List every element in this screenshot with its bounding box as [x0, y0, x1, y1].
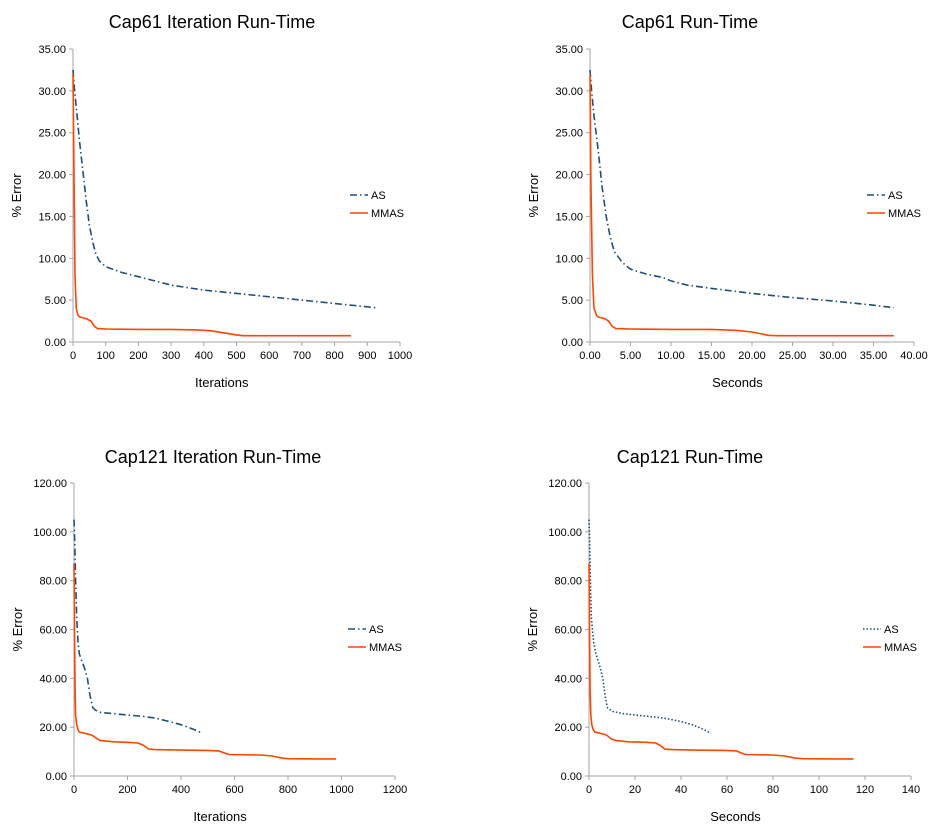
x-tick-label: 1000 [388, 350, 412, 362]
y-axis-label: % Error [526, 173, 541, 218]
x-tick-label: 40.00 [900, 350, 928, 362]
y-axis-label: % Error [525, 607, 540, 652]
x-axis-label: Iterations [193, 809, 247, 824]
x-tick-label: 20.00 [738, 350, 766, 362]
x-tick-label: 120 [856, 784, 874, 796]
chart-4: Cap121 Run-Time 0.00 20.00 40.00 60.00 80.00 1… [525, 447, 920, 824]
x-tick-label: 5.00 [620, 350, 641, 362]
x-tick-label: 400 [195, 350, 213, 362]
y-tick-label: 15.00 [38, 211, 66, 223]
x-tick-label: 35.00 [860, 350, 888, 362]
y-tick-label: 30.00 [38, 86, 66, 98]
x-tick-label: 500 [227, 350, 245, 362]
series-line-as [73, 519, 203, 735]
y-tick-label: 20.00 [38, 170, 66, 182]
x-axis-label: Seconds [710, 809, 761, 824]
y-tick-label: 15.00 [555, 211, 583, 223]
y-tick-label: 0.00 [562, 337, 583, 349]
y-tick-label: 5.00 [45, 295, 66, 307]
legend-label-mmas: MMAS [888, 208, 921, 220]
x-axis-label: Seconds [712, 375, 763, 390]
x-tick-label: 600 [260, 350, 278, 362]
y-tick-label: 20.00 [39, 722, 67, 734]
legend-label-as: AS [888, 190, 903, 202]
chart-title: Cap121 Run-Time [617, 447, 763, 467]
x-tick-label: 300 [162, 350, 180, 362]
x-tick-label: 1000 [329, 784, 353, 796]
x-tick-label: 100 [97, 350, 115, 362]
y-tick-label: 35.00 [555, 44, 583, 56]
y-tick-label: 20.00 [555, 170, 583, 182]
x-tick-label: 0 [586, 784, 592, 796]
x-tick-label: 400 [172, 784, 190, 796]
x-tick-label: 1200 [383, 784, 407, 796]
x-tick-label: 0 [71, 784, 77, 796]
x-tick-label: 900 [358, 350, 376, 362]
legend-label-mmas: MMAS [369, 642, 402, 654]
y-tick-label: 25.00 [555, 128, 583, 140]
y-tick-label: 60.00 [554, 625, 582, 637]
x-tick-label: 700 [293, 350, 311, 362]
chart-3: Cap121 Iteration Run-Time 0.00 20.00 40.00 6… [10, 447, 407, 824]
series-line-as [589, 69, 894, 309]
y-axis-label: % Error [10, 607, 25, 652]
x-tick-label: 15.00 [698, 350, 726, 362]
legend-label-as: AS [884, 624, 899, 636]
y-tick-label: 0.00 [45, 337, 66, 349]
x-tick-label: 20 [629, 784, 641, 796]
y-tick-label: 40.00 [554, 673, 582, 685]
legend-label-mmas: MMAS [884, 642, 917, 654]
y-tick-label: 20.00 [554, 722, 582, 734]
y-tick-label: 10.00 [555, 253, 583, 265]
y-tick-label: 80.00 [554, 576, 582, 588]
chart-title: Cap61 Iteration Run-Time [109, 12, 315, 32]
x-tick-label: 100 [810, 784, 828, 796]
chart-title: Cap61 Run-Time [622, 12, 758, 32]
series-line-mmas [588, 563, 854, 760]
x-tick-label: 60 [721, 784, 733, 796]
series-line-as [72, 69, 376, 309]
y-tick-label: 100.00 [33, 527, 67, 539]
y-tick-label: 60.00 [39, 625, 67, 637]
legend-label-as: AS [371, 190, 386, 202]
series-line-as [588, 519, 712, 735]
x-tick-label: 800 [325, 350, 343, 362]
x-tick-label: 800 [279, 784, 297, 796]
y-tick-label: 100.00 [548, 527, 582, 539]
x-tick-label: 30.00 [819, 350, 847, 362]
y-tick-label: 0.00 [561, 771, 582, 783]
series-line-mmas [589, 74, 894, 337]
x-tick-label: 10.00 [657, 350, 685, 362]
x-tick-label: 0 [70, 350, 76, 362]
x-tick-label: 40 [675, 784, 687, 796]
y-tick-label: 40.00 [39, 673, 67, 685]
y-tick-label: 120.00 [33, 478, 67, 490]
chart-1: Cap61 Iteration Run-Time 0.00 5.00 10.00 15.… [9, 12, 412, 390]
x-tick-label: 0.00 [579, 350, 600, 362]
x-axis-label: Iterations [195, 375, 249, 390]
x-tick-label: 200 [129, 350, 147, 362]
x-tick-label: 600 [225, 784, 243, 796]
series-line-mmas [73, 563, 337, 760]
y-tick-label: 35.00 [38, 44, 66, 56]
x-tick-label: 80 [767, 784, 779, 796]
y-axis-label: % Error [9, 173, 24, 218]
x-tick-label: 140 [902, 784, 920, 796]
y-tick-label: 0.00 [46, 771, 67, 783]
y-tick-label: 30.00 [555, 86, 583, 98]
legend-label-mmas: MMAS [371, 208, 404, 220]
x-tick-label: 25.00 [779, 350, 807, 362]
chart-2: Cap61 Run-Time 0.00 5.00 10.00 15.00 20.00 25.… [526, 12, 928, 390]
y-tick-label: 120.00 [548, 478, 582, 490]
chart-title: Cap121 Iteration Run-Time [105, 447, 321, 467]
y-tick-label: 25.00 [38, 128, 66, 140]
series-line-mmas [72, 74, 351, 337]
y-tick-label: 80.00 [39, 576, 67, 588]
legend-label-as: AS [369, 624, 384, 636]
x-tick-label: 200 [118, 784, 136, 796]
y-tick-label: 10.00 [38, 253, 66, 265]
y-tick-label: 5.00 [562, 295, 583, 307]
